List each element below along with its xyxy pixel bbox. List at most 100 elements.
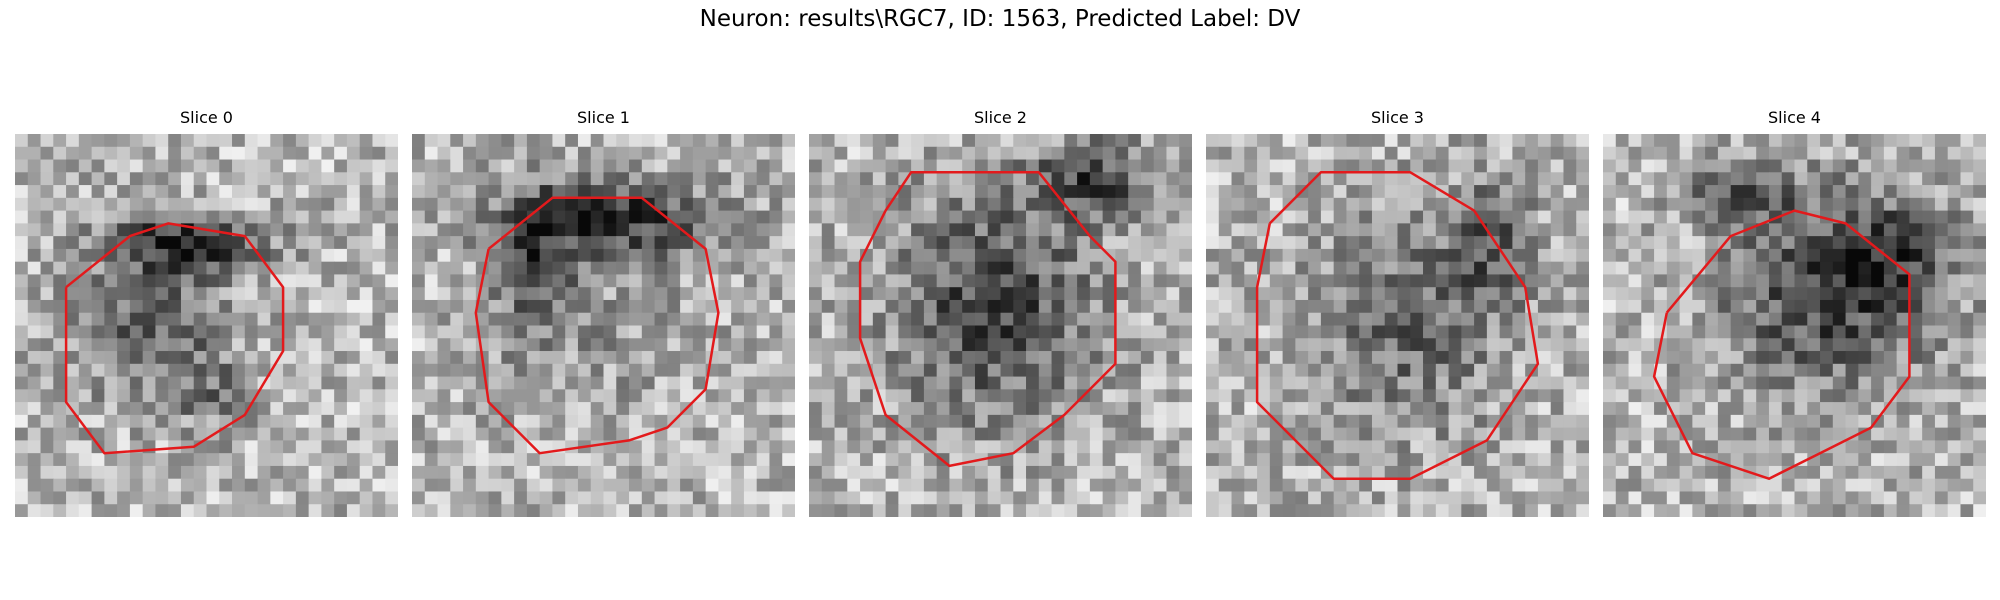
- pixel: [412, 453, 426, 467]
- pixel: [1909, 465, 1923, 480]
- pixel: [603, 287, 617, 301]
- pixel: [974, 134, 989, 148]
- pixel: [1960, 453, 1974, 467]
- pixel: [257, 146, 271, 161]
- pixel: [1051, 325, 1065, 339]
- pixel: [1295, 312, 1309, 327]
- pixel: [295, 389, 310, 403]
- pixel: [321, 134, 335, 148]
- pixel: [1140, 248, 1155, 263]
- pixel: [346, 491, 361, 505]
- pixel: [142, 261, 157, 276]
- pixel: [1038, 491, 1053, 505]
- pixel: [244, 325, 259, 339]
- pixel: [1295, 146, 1309, 161]
- pixel: [1206, 440, 1220, 454]
- pixel: [450, 146, 464, 161]
- pixel: [590, 376, 605, 390]
- pixel: [731, 146, 745, 161]
- pixel: [1909, 351, 1923, 365]
- pixel: [1781, 402, 1796, 416]
- pixel: [1705, 465, 1719, 480]
- pixel: [1244, 236, 1258, 250]
- pixel: [1871, 453, 1885, 467]
- pixel: [1218, 210, 1233, 224]
- pixel: [1140, 312, 1155, 327]
- pixel: [155, 363, 169, 378]
- pixel: [270, 261, 284, 276]
- pixel: [1896, 491, 1910, 505]
- pixel: [180, 465, 195, 480]
- pixel: [1026, 440, 1040, 454]
- pixel: [283, 389, 297, 403]
- pixel: [1461, 185, 1475, 199]
- pixel: [437, 453, 451, 467]
- pixel: [731, 363, 745, 378]
- pixel: [40, 363, 54, 378]
- pixel: [1397, 223, 1411, 237]
- pixel: [1166, 299, 1180, 314]
- pixel: [1461, 223, 1475, 237]
- pixel: [743, 338, 758, 352]
- pixel: [475, 338, 490, 352]
- pixel: [53, 389, 67, 403]
- pixel: [1206, 491, 1220, 505]
- pixel: [692, 363, 707, 378]
- pixel: [1371, 312, 1386, 327]
- pixel: [1013, 236, 1027, 250]
- pixel: [1179, 325, 1192, 339]
- pixel: [1153, 453, 1168, 467]
- pixel: [206, 261, 220, 276]
- pixel: [1115, 236, 1129, 250]
- pixel: [1140, 427, 1155, 441]
- pixel: [117, 338, 131, 352]
- pixel: [603, 504, 617, 517]
- pixel: [1244, 376, 1258, 390]
- pixel: [809, 287, 823, 301]
- pixel: [680, 287, 694, 301]
- pixel: [1102, 159, 1116, 173]
- pixel: [1692, 146, 1706, 161]
- pixel: [1089, 389, 1104, 403]
- pixel: [692, 210, 707, 224]
- pixel: [372, 351, 386, 365]
- pixel: [514, 299, 528, 314]
- pixel: [385, 223, 398, 237]
- pixel: [27, 172, 42, 186]
- pixel: [257, 427, 271, 441]
- pixel: [565, 312, 579, 327]
- pixel: [53, 236, 67, 250]
- pixel: [1000, 159, 1014, 173]
- pixel: [424, 504, 439, 517]
- pixel: [283, 159, 297, 173]
- pixel: [15, 274, 29, 288]
- pixel: [1064, 197, 1078, 212]
- pixel: [692, 159, 707, 173]
- pixel: [1883, 236, 1898, 250]
- pixel: [1807, 427, 1821, 441]
- pixel: [346, 210, 361, 224]
- pixel: [731, 325, 745, 339]
- pixel: [641, 236, 656, 250]
- pixel: [1781, 248, 1796, 263]
- pixel: [450, 210, 464, 224]
- pixel: [1448, 185, 1462, 199]
- pixel: [104, 210, 118, 224]
- pixel: [577, 185, 592, 199]
- pixel: [219, 363, 233, 378]
- pixel: [769, 389, 783, 403]
- pixel: [1448, 134, 1462, 148]
- pixel: [936, 504, 951, 517]
- pixel: [53, 185, 67, 199]
- pixel: [809, 363, 823, 378]
- pixel: [860, 146, 874, 161]
- pixel: [936, 223, 951, 237]
- pixel: [923, 363, 938, 378]
- pixel: [565, 299, 579, 314]
- pixel: [1550, 159, 1565, 173]
- pixel: [1781, 504, 1796, 517]
- pixel: [1922, 274, 1936, 288]
- pixel: [1563, 223, 1577, 237]
- pixel: [488, 465, 502, 480]
- pixel: [514, 146, 528, 161]
